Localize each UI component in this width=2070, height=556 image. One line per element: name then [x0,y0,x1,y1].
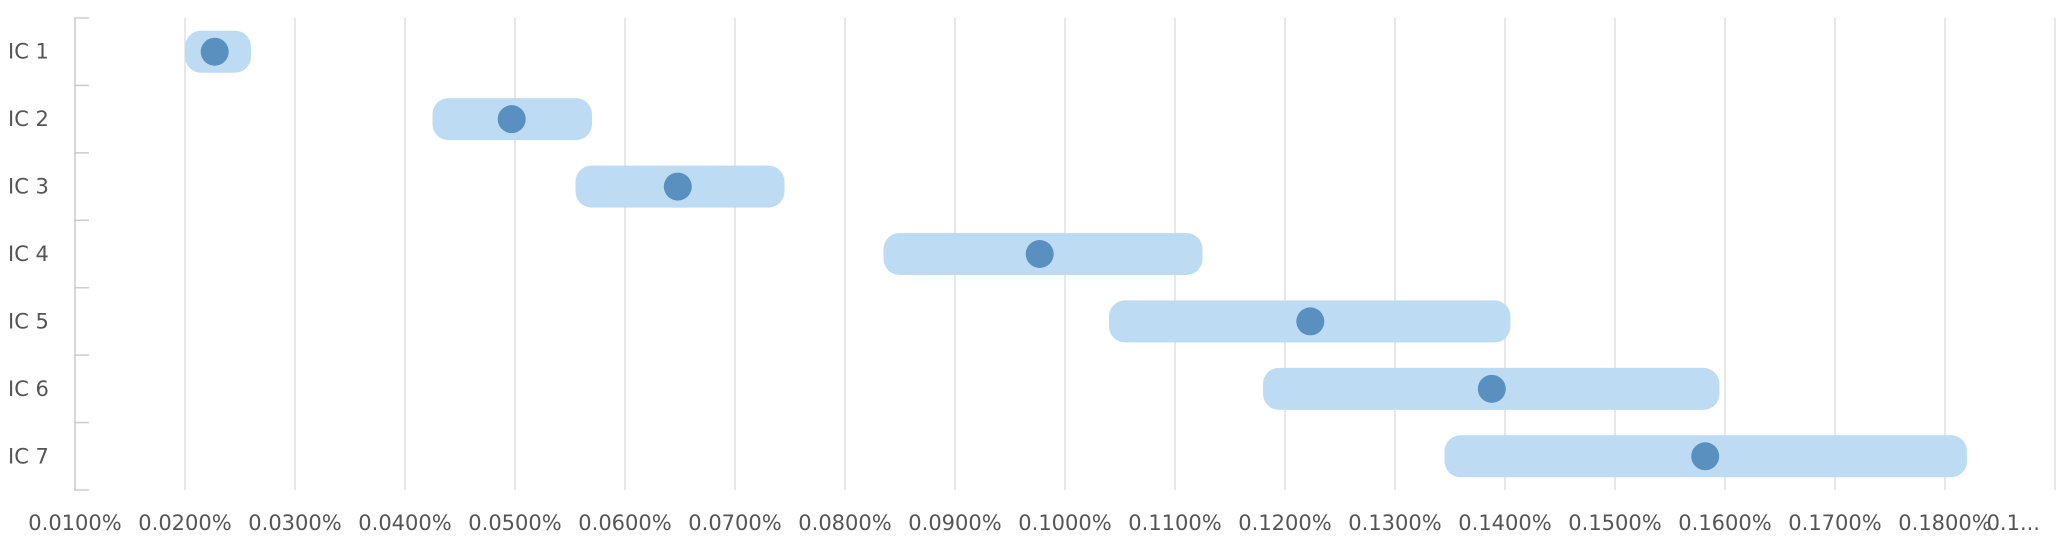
category-label: IC 4 [8,242,49,266]
x-tick-label: 0.1300% [1348,511,1441,535]
x-tick-label: 0.1600% [1678,511,1771,535]
value-point[interactable] [1296,307,1325,336]
x-tick-label: 0.0300% [248,511,341,535]
x-tick-label: 0.1100% [1128,511,1221,535]
grid-lines [184,18,2056,490]
category-label: IC 3 [8,175,49,199]
y-axis [74,17,89,491]
x-tick-label: 0.1000% [1018,511,1111,535]
x-tick-label: 0.0900% [908,511,1001,535]
x-tick-label: 0.0700% [688,511,781,535]
x-tick-label: 0.0100% [28,511,121,535]
value-point[interactable] [200,37,229,66]
x-tick-label: 0.0800% [798,511,891,535]
x-tick-label: 0.0500% [468,511,561,535]
category-label: IC 5 [8,309,49,333]
value-point[interactable] [663,172,692,201]
x-tick-labels: 0.0100% 0.0200% 0.0300% 0.0400% 0.0500% 0.060… [28,511,2040,535]
x-tick-label: 0.1400% [1458,511,1551,535]
x-tick-label: 0.1800% [1898,511,1991,535]
value-point[interactable] [1025,240,1054,268]
x-tick-label: 0.0600% [578,511,671,535]
category-label: IC 2 [8,107,49,131]
category-labels: IC 1 IC 2 IC 3 IC 4 IC 5 IC 6 IC 7 [8,40,49,469]
value-points [200,37,1720,471]
value-point[interactable] [497,105,526,134]
category-label: IC 1 [8,40,49,64]
value-point[interactable] [1691,442,1720,471]
x-tick-label: 0.1200% [1238,511,1331,535]
x-tick-label: 0.0400% [358,511,451,535]
value-point[interactable] [1477,374,1506,403]
x-tick-label: 0.0200% [138,511,231,535]
x-tick-label: 0.1500% [1568,511,1661,535]
x-tick-label: 0.1700% [1788,511,1881,535]
range-bars [185,30,1967,478]
category-label: IC 6 [8,377,49,401]
x-tick-label: 0.1... [1987,511,2040,535]
category-label: IC 7 [8,444,49,468]
